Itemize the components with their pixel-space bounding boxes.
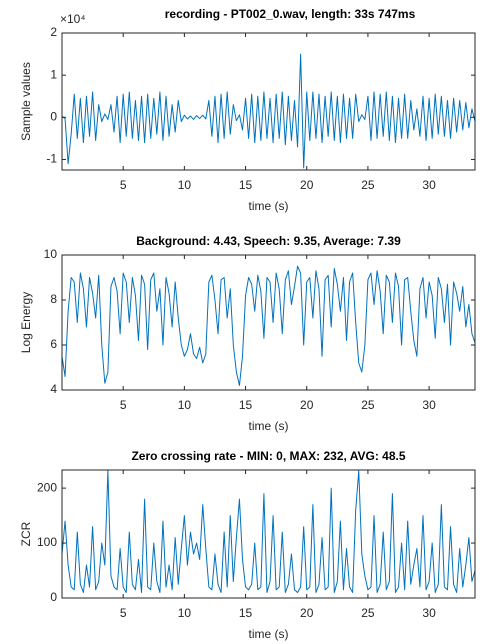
signal-line xyxy=(62,53,475,169)
y-multiplier: ×10⁴ xyxy=(60,12,86,26)
axes-background xyxy=(61,469,476,599)
x-tick-label: 25 xyxy=(361,398,375,412)
y-axis-label: Sample values xyxy=(19,62,33,141)
y-tick-label: 4 xyxy=(50,382,57,396)
y-tick-label: 2 xyxy=(50,25,57,39)
x-axis-label: time (s) xyxy=(249,199,289,213)
x-tick-label: 25 xyxy=(361,606,375,620)
chart-title: Background: 4.43, Speech: 9.35, Average:… xyxy=(136,234,401,248)
x-tick-label: 5 xyxy=(120,398,127,412)
x-tick-label: 20 xyxy=(300,606,314,620)
x-axis-label: time (s) xyxy=(249,627,289,641)
y-axis-label: Log Energy xyxy=(19,292,33,353)
chart-title: Zero crossing rate - MIN: 0, MAX: 232, A… xyxy=(131,449,405,463)
axes-box xyxy=(61,469,476,599)
x-tick-label: 5 xyxy=(120,606,127,620)
y-tick-label: 100 xyxy=(37,535,57,549)
x-tick-label: 25 xyxy=(361,178,375,192)
x-tick-label: 10 xyxy=(178,398,192,412)
y-tick-label: 10 xyxy=(44,247,58,261)
axes-box xyxy=(61,254,476,391)
y-tick-label: 8 xyxy=(50,292,57,306)
y-tick-label: 1 xyxy=(50,67,57,81)
x-tick-label: 20 xyxy=(300,178,314,192)
x-tick-label: 10 xyxy=(178,178,192,192)
signal-line xyxy=(62,265,475,386)
x-tick-label: 30 xyxy=(422,398,436,412)
y-tick-label: 6 xyxy=(50,337,57,351)
y-tick-label: 200 xyxy=(37,480,57,494)
x-tick-label: 15 xyxy=(239,178,253,192)
signal-line xyxy=(62,470,475,594)
chart-title: recording - PT002_0.wav, length: 33s 747… xyxy=(165,7,416,21)
y-tick-label: 0 xyxy=(50,590,57,604)
x-tick-label: 30 xyxy=(422,606,436,620)
x-axis-label: time (s) xyxy=(249,419,289,433)
axes-box xyxy=(61,32,476,171)
y-axis-label: ZCR xyxy=(19,521,33,546)
axes-background xyxy=(61,32,476,171)
x-tick-label: 5 xyxy=(120,178,127,192)
x-tick-label: 15 xyxy=(239,398,253,412)
x-tick-label: 20 xyxy=(300,398,314,412)
x-tick-label: 15 xyxy=(239,606,253,620)
y-tick-label: 0 xyxy=(50,109,57,123)
x-tick-label: 30 xyxy=(422,178,436,192)
x-tick-label: 10 xyxy=(178,606,192,620)
y-tick-label: -1 xyxy=(46,152,57,166)
